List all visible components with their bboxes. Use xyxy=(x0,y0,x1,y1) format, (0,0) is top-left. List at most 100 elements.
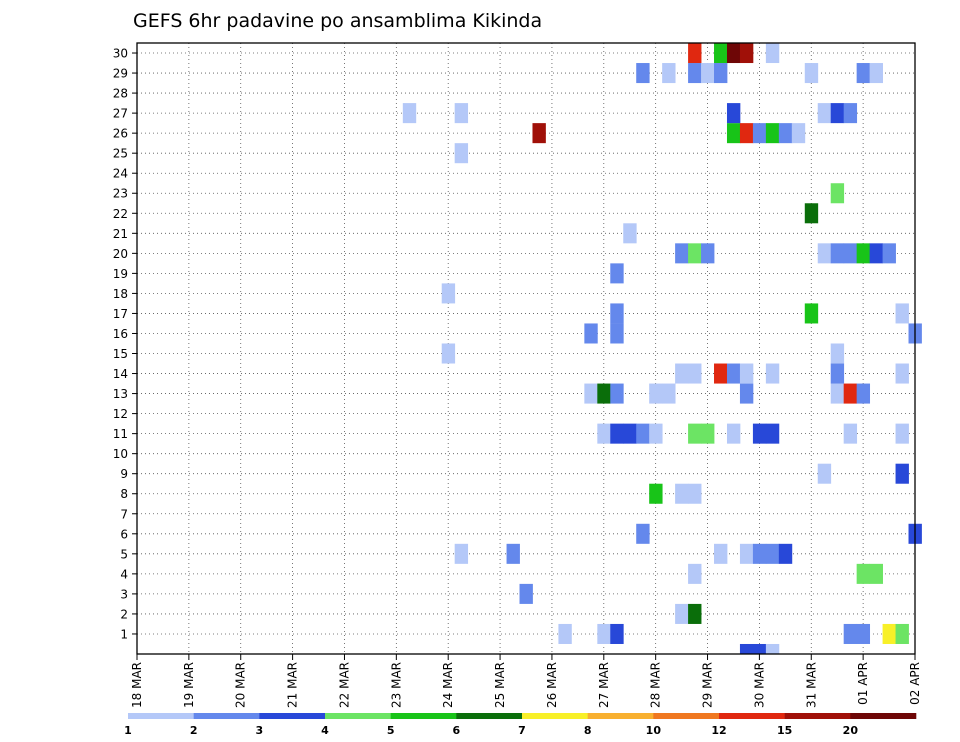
x-tick-label: 19 MAR xyxy=(182,662,196,708)
precip-cell xyxy=(675,243,689,264)
x-tick-label: 21 MAR xyxy=(286,662,300,708)
precip-cell xyxy=(714,43,728,64)
y-tick-label: 14 xyxy=(113,367,128,381)
precip-cell xyxy=(688,563,702,584)
precip-cell xyxy=(454,143,469,164)
precip-cell xyxy=(869,563,883,584)
precip-cell xyxy=(895,423,909,444)
precip-cell xyxy=(701,63,715,84)
precip-cell xyxy=(856,243,871,264)
precip-cell xyxy=(726,363,741,384)
precip-cell xyxy=(610,323,624,344)
precip-cell xyxy=(584,323,598,344)
x-tick-label: 31 MAR xyxy=(804,662,818,708)
precip-cell xyxy=(895,303,909,324)
precip-cell xyxy=(765,123,780,144)
precip-cell xyxy=(441,343,456,364)
precip-cell xyxy=(701,423,715,444)
precip-cell xyxy=(856,383,871,404)
precip-cell xyxy=(843,623,858,644)
legend-swatch xyxy=(390,713,457,719)
x-tick-label: 01 APR xyxy=(856,662,870,705)
precip-cell xyxy=(778,123,793,144)
precip-cell xyxy=(882,243,896,264)
precip-cell xyxy=(441,283,456,304)
precip-cell xyxy=(830,363,845,384)
y-tick-label: 28 xyxy=(113,87,128,101)
precip-cell xyxy=(688,363,702,384)
precip-cell xyxy=(791,123,806,144)
precip-cell xyxy=(688,243,702,264)
legend-label: 8 xyxy=(584,724,592,737)
y-tick-label: 9 xyxy=(120,467,128,481)
precip-cell xyxy=(636,523,650,544)
color-legend: 1 2 3 4 5 6 7 8 10 12 15 20 xyxy=(124,713,917,737)
precip-cell xyxy=(662,63,676,84)
precip-cell xyxy=(597,383,611,404)
precip-cell xyxy=(817,103,832,124)
x-tick-label: 23 MAR xyxy=(389,662,403,708)
precip-cell xyxy=(856,623,871,644)
legend-label: 3 xyxy=(256,724,264,737)
precip-cell xyxy=(817,463,832,484)
precip-cell xyxy=(804,203,819,224)
legend-label: 7 xyxy=(518,724,526,737)
legend-label: 4 xyxy=(321,724,329,737)
precip-cell xyxy=(402,103,417,124)
precip-cell xyxy=(649,383,663,404)
y-tick-label: 12 xyxy=(113,407,128,421)
precip-cell xyxy=(843,423,858,444)
legend-swatch xyxy=(587,713,654,719)
precip-cell xyxy=(623,423,637,444)
precip-cell xyxy=(454,543,469,564)
y-tick-label: 26 xyxy=(113,127,128,141)
precip-cell xyxy=(558,623,572,644)
precip-cell xyxy=(765,363,780,384)
y-tick-label: 6 xyxy=(120,527,128,541)
legend-swatch xyxy=(456,713,523,719)
precip-cell xyxy=(623,223,637,244)
precip-cell xyxy=(752,123,767,144)
y-tick-label: 21 xyxy=(113,227,128,241)
precip-cell xyxy=(830,103,845,124)
legend-label: 15 xyxy=(777,724,792,737)
x-tick-label: 28 MAR xyxy=(649,662,663,708)
y-tick-label: 20 xyxy=(113,247,128,261)
x-tick-label: 26 MAR xyxy=(545,662,559,708)
legend-swatch xyxy=(259,713,326,719)
x-axis: 18 MAR 19 MAR 20 MAR 21 MAR 22 MAR 23 MAR 24 M… xyxy=(130,654,922,708)
legend-label: 1 xyxy=(124,724,132,737)
precip-cell xyxy=(830,383,845,404)
y-tick-label: 3 xyxy=(120,587,128,601)
legend-swatch xyxy=(193,713,260,719)
precip-cell xyxy=(701,243,715,264)
precip-cell xyxy=(765,43,780,64)
precip-cell xyxy=(739,123,754,144)
legend-label: 20 xyxy=(843,724,859,737)
precip-cell xyxy=(752,643,767,654)
precip-cell xyxy=(649,423,663,444)
precip-cell xyxy=(830,243,845,264)
x-tick-label: 02 APR xyxy=(908,662,922,705)
precip-cell xyxy=(804,63,819,84)
precip-cell xyxy=(895,363,909,384)
legend-label: 12 xyxy=(711,724,726,737)
precip-cell xyxy=(688,603,702,624)
data-cells xyxy=(402,43,922,654)
y-tick-label: 18 xyxy=(113,287,128,301)
precip-cell xyxy=(584,383,598,404)
y-tick-label: 10 xyxy=(113,447,128,461)
grid xyxy=(137,43,915,654)
y-tick-label: 27 xyxy=(113,107,128,121)
precip-cell xyxy=(662,383,676,404)
x-tick-label: 27 MAR xyxy=(597,662,611,708)
precip-cell xyxy=(765,643,780,654)
precip-cell xyxy=(739,43,754,64)
x-tick-label: 29 MAR xyxy=(701,662,715,708)
precip-cell xyxy=(752,423,767,444)
y-tick-label: 23 xyxy=(113,187,128,201)
y-tick-label: 29 xyxy=(113,67,128,81)
precip-cell xyxy=(714,363,728,384)
legend-swatch xyxy=(719,713,785,719)
chart-title: GEFS 6hr padavine po ansamblima Kikinda xyxy=(133,10,542,32)
